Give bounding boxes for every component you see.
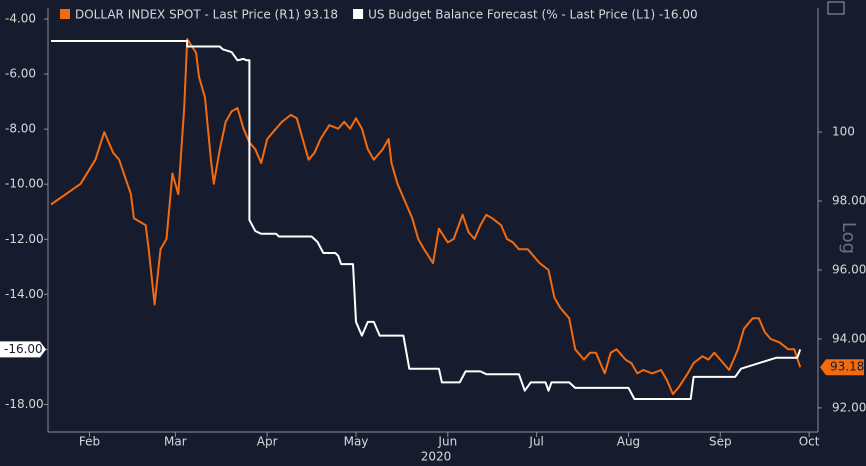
x-tick-label: Mar — [164, 435, 187, 449]
y2-tick-label: 100 — [832, 125, 855, 139]
y-tick-label: -10.00 — [5, 177, 44, 191]
y-tick-label: -14.00 — [5, 287, 44, 301]
legend-swatch — [353, 9, 364, 19]
x-tick-label: Jul — [528, 435, 543, 449]
y2-tick-label: 98.00 — [832, 194, 866, 208]
x-tick-label: Aug — [617, 435, 640, 449]
y-tick-label: -18.00 — [5, 397, 44, 411]
x-tick-label: Feb — [79, 435, 100, 449]
y-tick-label: -8.00 — [5, 122, 36, 136]
legend-label: DOLLAR INDEX SPOT - Last Price (R1) 93.1… — [75, 8, 338, 22]
y2-tick-label: 94.00 — [832, 331, 866, 345]
x-tick-label: Sep — [709, 435, 732, 449]
last-value-label: -16.00 — [4, 342, 43, 356]
last-value-label: 93.18 — [830, 360, 864, 374]
x-tick-label: May — [344, 435, 369, 449]
x-tick-label: Jun — [437, 435, 457, 449]
y2-tick-label: 96.00 — [832, 262, 866, 276]
x-tick-label: Oct — [799, 435, 820, 449]
scale-label: Log — [838, 222, 859, 254]
y-tick-label: -12.00 — [5, 232, 44, 246]
series-line — [50, 38, 802, 396]
last-value-tag — [0, 341, 46, 358]
y-tick-label: -6.00 — [5, 67, 36, 81]
y-tick-label: -4.00 — [5, 12, 36, 26]
y2-tick-label: 92.00 — [832, 400, 866, 414]
legend-swatch — [60, 9, 70, 19]
legend-label: US Budget Balance Forecast (% - Last Pri… — [368, 8, 698, 22]
series-line — [51, 40, 802, 400]
x-tick-label: Apr — [257, 435, 278, 449]
menu-icon[interactable] — [827, 1, 845, 15]
x-sublabel: 2020 — [421, 450, 452, 464]
last-value-tag — [820, 359, 864, 376]
